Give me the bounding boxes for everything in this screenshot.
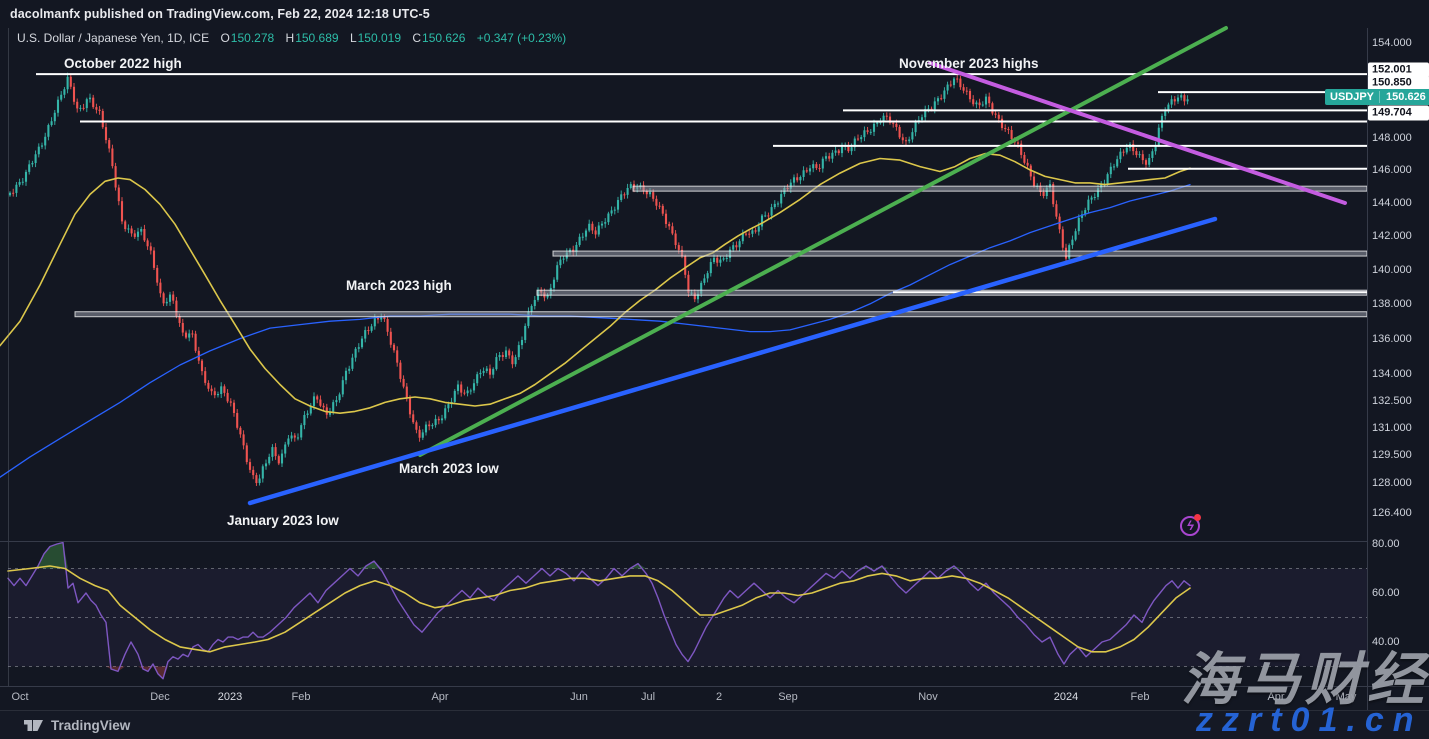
price-tick: 148.000	[1372, 131, 1412, 144]
price-tick: 132.500	[1372, 394, 1412, 407]
price-tick: 126.400	[1372, 506, 1412, 519]
symbol-title: U.S. Dollar / Japanese Yen, 1D, ICE	[17, 31, 210, 45]
close-value: 150.626	[422, 31, 466, 45]
rsi-tick: 40.00	[1372, 636, 1400, 648]
time-tick: Sep	[778, 691, 798, 703]
footer-bar: TradingView	[0, 710, 1429, 739]
price-tick: 144.000	[1372, 196, 1412, 209]
open-value: 150.278	[230, 31, 275, 45]
price-tick: 142.000	[1372, 229, 1412, 242]
price-tick: 128.000	[1372, 476, 1412, 489]
symbol-ohlc-row: U.S. Dollar / Japanese Yen, 1D, ICE O150…	[17, 31, 566, 45]
tradingview-brand-text[interactable]: TradingView	[51, 718, 131, 733]
time-tick: Feb	[1130, 691, 1150, 703]
time-tick: 2024	[1053, 691, 1079, 703]
change-value: +0.347 (+0.23%)	[476, 31, 567, 45]
publisher-line: dacolmanfx published on TradingView.com,…	[10, 7, 430, 21]
time-tick: Nov	[918, 691, 938, 703]
open-label: O	[220, 31, 230, 45]
price-tick: 154.000	[1372, 37, 1412, 49]
low-value: 150.019	[357, 31, 402, 45]
price-tick: 136.000	[1372, 332, 1412, 345]
level-price-label: 150.850	[1368, 75, 1429, 91]
price-tick: 131.000	[1372, 421, 1412, 434]
time-tick: 2	[715, 691, 723, 703]
annotation-march-2023-low: March 2023 low	[399, 461, 499, 476]
time-tick: May	[1335, 691, 1357, 703]
close-label: C	[412, 31, 422, 45]
current-price-label: USDJPY 150.626	[1325, 89, 1429, 105]
price-tick: 138.000	[1372, 297, 1412, 310]
annotation-january-2023-low: January 2023 low	[227, 513, 339, 528]
tradingview-logo-icon[interactable]	[24, 718, 43, 733]
annotation-october-2022-high: October 2022 high	[64, 56, 182, 71]
price-tick: 146.000	[1372, 163, 1412, 176]
level-price-label: 152.001	[1368, 62, 1429, 78]
time-tick: Apr	[431, 691, 449, 703]
price-tick: 140.000	[1372, 263, 1412, 276]
current-symbol: USDJPY	[1325, 91, 1381, 103]
time-tick: Oct	[11, 691, 29, 703]
time-tick: 2023	[217, 691, 243, 703]
lightning-marker-icon[interactable]: ϟ	[1180, 514, 1201, 536]
high-label: H	[285, 31, 295, 45]
time-tick: Dec	[150, 691, 170, 703]
rsi-tick: 80.00	[1372, 538, 1400, 550]
watermark-url: zzrt01.cn	[1196, 701, 1423, 739]
annotation-march-2023-high: March 2023 high	[346, 278, 452, 293]
current-price: 150.626	[1386, 91, 1426, 103]
time-tick: Jun	[570, 691, 588, 703]
level-price-label: 149.704	[1368, 105, 1429, 121]
annotation-november-2023-highs: November 2023 highs	[899, 56, 1039, 71]
time-tick: Apr	[1267, 691, 1285, 703]
price-tick: 134.000	[1372, 367, 1412, 380]
notification-dot	[1194, 514, 1201, 521]
time-tick: Feb	[291, 691, 311, 703]
low-label: L	[349, 31, 357, 45]
high-value: 150.689	[295, 31, 339, 45]
watermark-chinese: 海马财经	[1181, 648, 1429, 712]
rsi-tick: 60.00	[1372, 587, 1400, 599]
time-tick: Jul	[640, 691, 656, 703]
price-tick: 129.500	[1372, 449, 1412, 462]
